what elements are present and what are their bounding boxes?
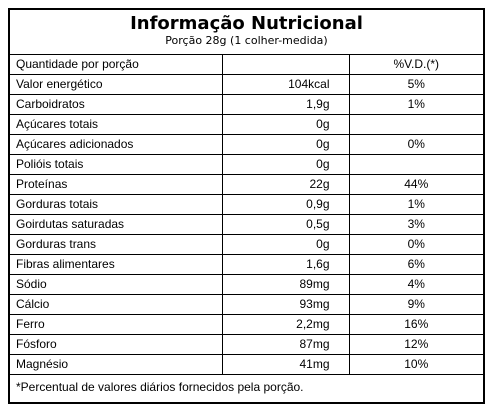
nutrition-facts-panel: Informação Nutricional Porção 28g (1 col… — [8, 8, 485, 404]
nutrient-amount: 41mg — [222, 354, 350, 374]
nutrition-title: Informação Nutricional — [130, 13, 363, 34]
nutrient-daily-value: 44% — [349, 174, 483, 195]
nutrient-name: Proteínas — [10, 174, 223, 195]
nutrient-name: Fósforo — [10, 334, 223, 355]
table-row: Açúcares adicionados 0g 0% — [10, 134, 483, 155]
table-row: Proteínas 22g 44% — [10, 174, 483, 195]
table-row: Fósforo 87mg 12% — [10, 334, 483, 355]
nutrient-daily-value: 0% — [349, 234, 483, 255]
nutrient-daily-value: 16% — [349, 314, 483, 335]
nutrient-daily-value: 6% — [349, 254, 483, 275]
nutrient-amount: 0,5g — [222, 214, 350, 235]
nutrient-daily-value — [349, 154, 483, 175]
nutrient-amount: 0,9g — [222, 194, 350, 215]
table-row: Fibras alimentares 1,6g 6% — [10, 254, 483, 275]
nutrient-daily-value — [349, 114, 483, 135]
nutrient-amount: 0g — [222, 234, 350, 255]
nutrition-header: Informação Nutricional Porção 28g (1 col… — [10, 10, 483, 54]
nutrient-amount: 0g — [222, 134, 350, 155]
table-row: Cálcio 93mg 9% — [10, 294, 483, 315]
nutrition-table: Quantidade por porção %V.D.(*) Valor ene… — [10, 54, 483, 374]
table-row: Ferro 2,2mg 16% — [10, 314, 483, 335]
nutrient-amount: 22g — [222, 174, 350, 195]
nutrient-amount: 1,9g — [222, 94, 350, 115]
nutrient-name: Cálcio — [10, 294, 223, 315]
table-row: Polióis totais 0g — [10, 154, 483, 175]
nutrient-amount: 0g — [222, 114, 350, 135]
table-header-row: Quantidade por porção %V.D.(*) — [10, 54, 483, 75]
nutrient-amount: 0g — [222, 154, 350, 175]
footnote: *Percentual de valores diários fornecido… — [10, 374, 483, 402]
nutrient-daily-value: 1% — [349, 94, 483, 115]
nutrient-amount: 104kcal — [222, 74, 350, 95]
table-row: Gorduras trans 0g 0% — [10, 234, 483, 255]
nutrient-amount: 93mg — [222, 294, 350, 315]
nutrient-daily-value: 5% — [349, 74, 483, 95]
nutrient-daily-value: 1% — [349, 194, 483, 215]
nutrient-amount: 87mg — [222, 334, 350, 355]
column-header-quantity: Quantidade por porção — [10, 54, 223, 75]
nutrient-name: Sódio — [10, 274, 223, 295]
nutrient-amount: 89mg — [222, 274, 350, 295]
nutrient-name: Carboidratos — [10, 94, 223, 115]
nutrient-name: Gorduras trans — [10, 234, 223, 255]
column-header-daily-value: %V.D.(*) — [349, 54, 483, 75]
nutrient-daily-value: 12% — [349, 334, 483, 355]
nutrient-name: Polióis totais — [10, 154, 223, 175]
table-row: Magnésio 41mg 10% — [10, 354, 483, 374]
table-row: Goirdutas saturadas 0,5g 3% — [10, 214, 483, 235]
table-row: Sódio 89mg 4% — [10, 274, 483, 295]
nutrient-daily-value: 0% — [349, 134, 483, 155]
nutrient-name: Goirdutas saturadas — [10, 214, 223, 235]
table-row: Carboidratos 1,9g 1% — [10, 94, 483, 115]
nutrient-daily-value: 4% — [349, 274, 483, 295]
nutrient-name: Açúcares adicionados — [10, 134, 223, 155]
nutrient-daily-value: 10% — [349, 354, 483, 374]
serving-size: Porção 28g (1 colher-medida) — [165, 34, 328, 47]
nutrient-daily-value: 9% — [349, 294, 483, 315]
nutrient-daily-value: 3% — [349, 214, 483, 235]
nutrient-name: Açúcares totais — [10, 114, 223, 135]
nutrient-name: Valor energético — [10, 74, 223, 95]
nutrient-name: Magnésio — [10, 354, 223, 374]
nutrient-name: Ferro — [10, 314, 223, 335]
table-row: Açúcares totais 0g — [10, 114, 483, 135]
column-header-amount — [222, 54, 350, 75]
table-row: Gorduras totais 0,9g 1% — [10, 194, 483, 215]
nutrient-name: Fibras alimentares — [10, 254, 223, 275]
nutrient-name: Gorduras totais — [10, 194, 223, 215]
nutrient-amount: 2,2mg — [222, 314, 350, 335]
table-row: Valor energético 104kcal 5% — [10, 74, 483, 95]
nutrient-amount: 1,6g — [222, 254, 350, 275]
